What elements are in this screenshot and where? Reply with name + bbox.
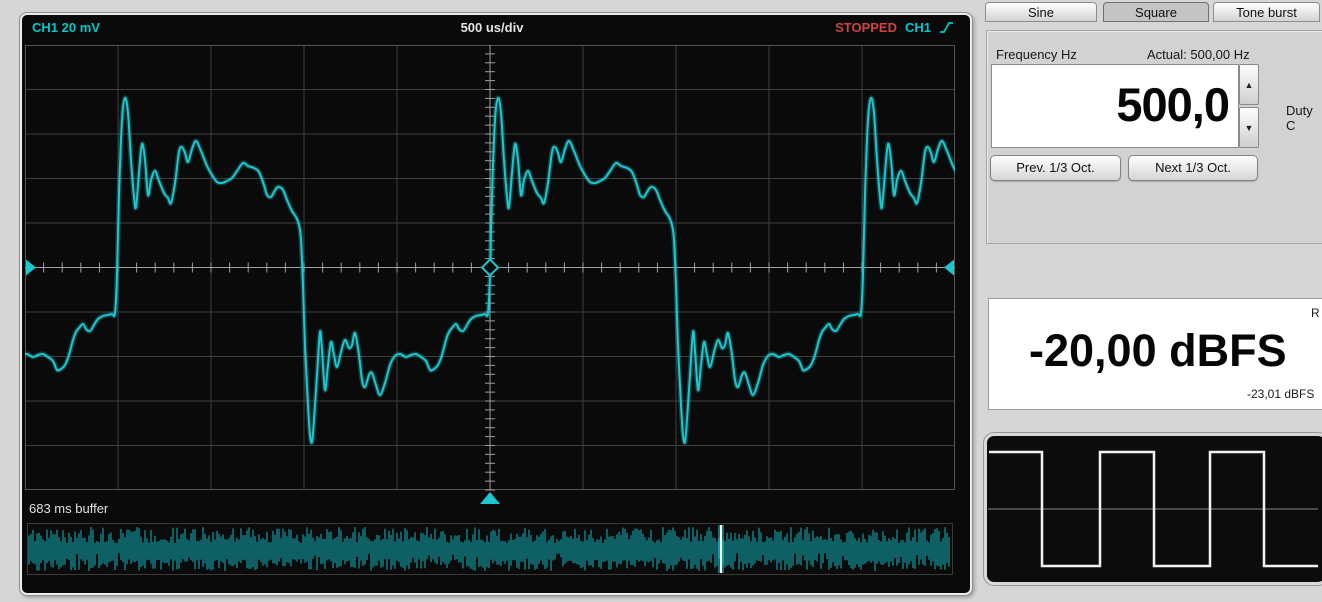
tab-square[interactable]: Square <box>1103 2 1209 22</box>
left-level-marker-icon <box>26 259 36 276</box>
frequency-spin-up-button[interactable]: ▲ <box>1239 64 1259 105</box>
output-level-secondary-value: -23,01 dBFS <box>1247 387 1315 401</box>
spin-down-icon: ▼ <box>1244 122 1254 133</box>
oscilloscope-display: CH1 20 mV 500 us/div STOPPED CH1 683 ms … <box>20 13 972 595</box>
duty-cycle-label: Duty C <box>1286 103 1313 133</box>
output-level-value: -20,00 dBFS <box>1029 325 1287 376</box>
output-level-display: R -20,00 dBFS -23,01 dBFS <box>988 298 1322 410</box>
prev-third-octave-button[interactable]: Prev. 1/3 Oct. <box>990 155 1121 181</box>
tab-sine[interactable]: Sine <box>985 2 1097 22</box>
scope-graticule <box>25 45 955 512</box>
buffer-waveform <box>28 527 950 571</box>
right-level-marker-icon <box>944 259 954 276</box>
trigger-channel-label: CH1 <box>904 20 931 35</box>
buffer-length-label: 683 ms buffer <box>29 501 109 516</box>
spin-up-icon: ▲ <box>1244 79 1254 90</box>
buffer-strip[interactable] <box>27 523 953 580</box>
buffer-playhead <box>720 525 722 573</box>
actual-frequency-label: Actual: 500,00 Hz <box>1147 47 1250 62</box>
frequency-input[interactable]: 500,0 <box>991 64 1239 148</box>
tab-tone-burst[interactable]: Tone burst <box>1213 2 1320 22</box>
frequency-spin-down-button[interactable]: ▼ <box>1239 107 1259 148</box>
next-third-octave-button[interactable]: Next 1/3 Oct. <box>1128 155 1258 181</box>
channel-scale-label: CH1 20 mV <box>32 20 100 35</box>
preview-square-wave <box>989 450 1318 568</box>
timebase-label: 500 us/div <box>460 20 524 35</box>
trigger-slope-icon <box>940 22 953 33</box>
waveform-preview <box>984 433 1322 585</box>
frequency-label: Frequency Hz <box>996 47 1077 62</box>
trigger-point-diamond-icon <box>480 258 500 277</box>
level-corner-label: R <box>1311 306 1320 320</box>
acquisition-status-label: STOPPED <box>835 20 897 35</box>
trigger-status: STOPPED CH1 <box>835 20 954 35</box>
trigger-position-marker-icon <box>480 492 500 504</box>
scope-trace <box>25 95 955 446</box>
scope-header: CH1 20 mV 500 us/div STOPPED CH1 <box>27 20 957 38</box>
